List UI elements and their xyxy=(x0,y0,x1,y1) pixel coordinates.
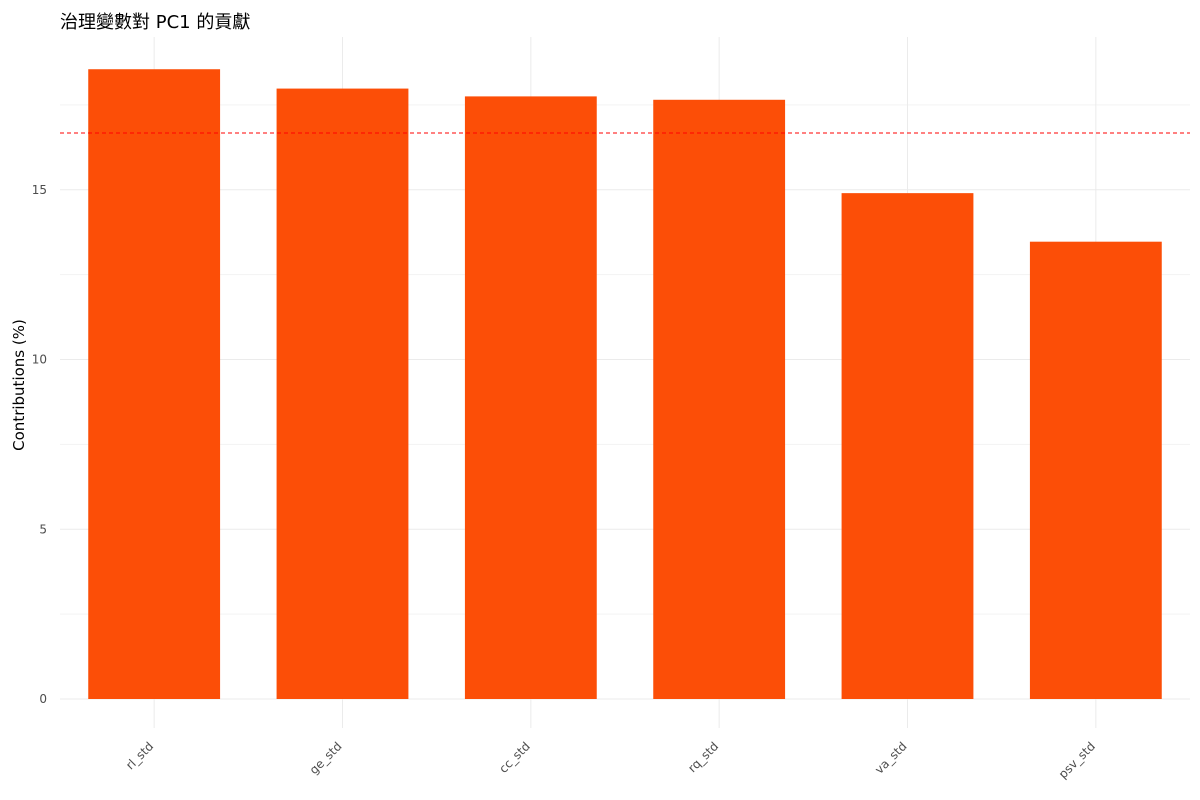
bar-rq_std xyxy=(653,99,786,699)
y-tick-label: 10 xyxy=(32,353,47,367)
chart-title: 治理變數對 PC1 的貢獻 xyxy=(60,12,250,33)
bar-psv_std xyxy=(1029,241,1162,699)
y-axis-ticks: 0 5 10 15 xyxy=(32,183,47,706)
grid xyxy=(60,37,1190,728)
bars xyxy=(88,69,1162,700)
bar-cc_std xyxy=(464,96,597,699)
bar-ge_std xyxy=(276,88,409,699)
x-tick-label: va_std xyxy=(872,739,909,776)
y-axis-title: Contributions (%) xyxy=(10,319,28,451)
x-tick-label: psv_std xyxy=(1056,739,1098,781)
y-tick-label: 15 xyxy=(32,183,47,197)
x-axis-ticks: rl_std ge_std cc_std rq_std va_std psv_std xyxy=(123,739,1098,781)
x-tick-label: ge_std xyxy=(307,739,345,777)
y-tick-label: 5 xyxy=(39,522,47,536)
bar-rl_std xyxy=(88,69,221,700)
y-tick-label: 0 xyxy=(39,692,47,706)
bar-va_std xyxy=(841,193,974,699)
x-tick-label: cc_std xyxy=(496,739,533,776)
x-tick-label: rl_std xyxy=(123,739,156,772)
x-tick-label: rq_std xyxy=(685,739,721,775)
